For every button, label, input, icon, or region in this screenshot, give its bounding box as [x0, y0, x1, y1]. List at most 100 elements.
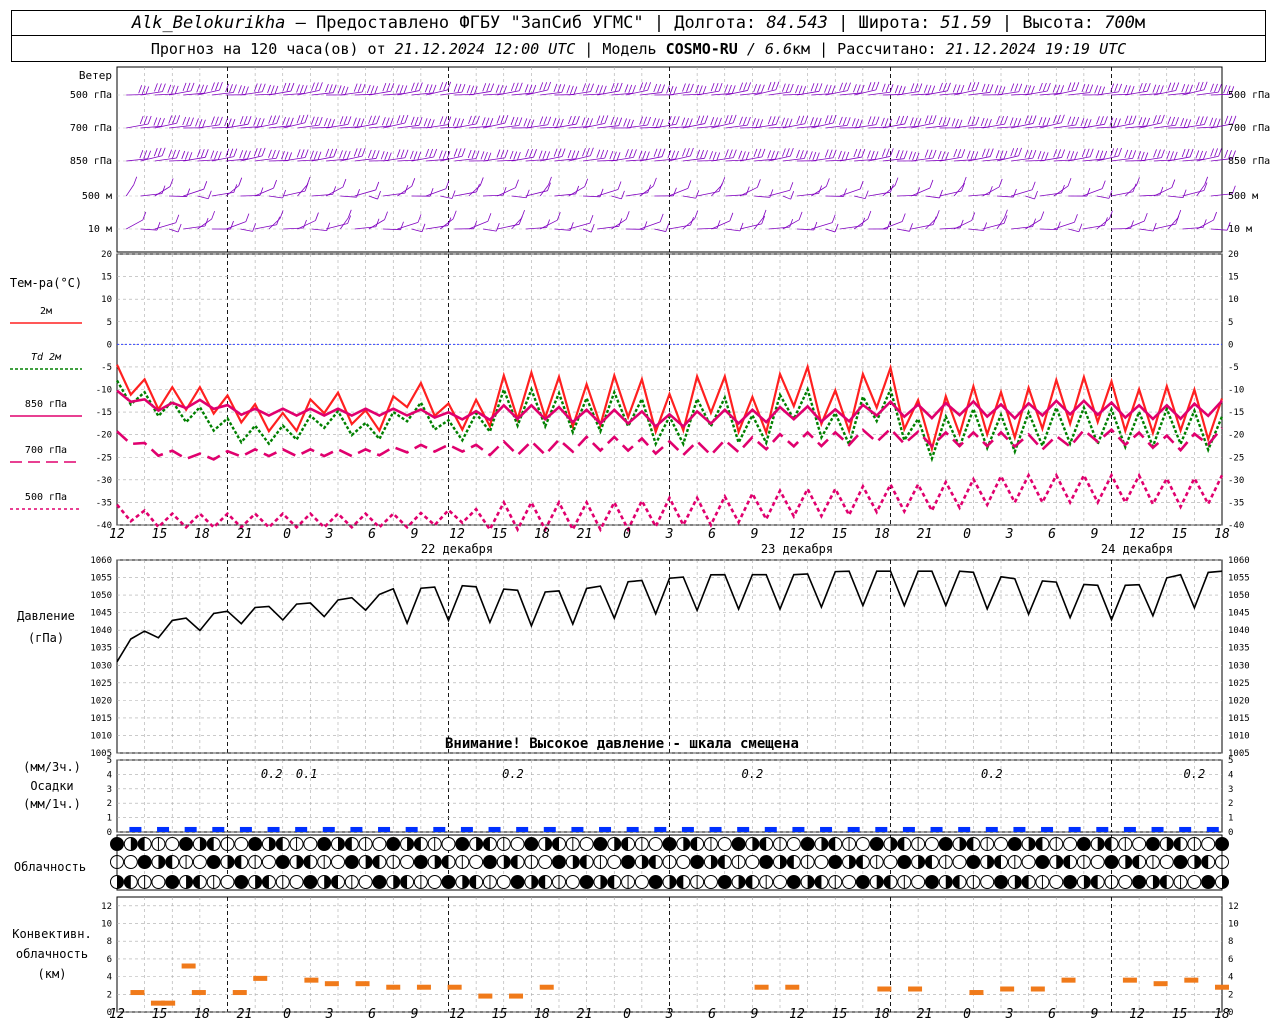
- wind-barb-feather: [376, 115, 380, 124]
- wind-barb-feather: [556, 118, 561, 127]
- cloud-cover-symbol: [1187, 875, 1202, 889]
- cloud-cover-symbol: [552, 855, 566, 869]
- wind-barb-shaft: [483, 93, 504, 96]
- wind-barb-feather: [710, 117, 715, 126]
- wind-barb-feather: [317, 151, 322, 160]
- wind-barb-feather: [410, 116, 415, 125]
- wind-barb-feather: [499, 85, 504, 94]
- wind-barb-feather: [175, 214, 180, 223]
- wind-barb-shaft: [283, 190, 306, 197]
- wind-barb-feather: [870, 150, 875, 160]
- wind-barb-feather: [414, 116, 419, 126]
- wind-barb-feather: [927, 85, 932, 94]
- cloud-cover-fill: [1105, 837, 1112, 851]
- wind-barb-feather: [1075, 116, 1080, 126]
- wind-barb-feather: [955, 118, 959, 128]
- wind-barb-feather: [614, 82, 619, 92]
- conv-label-1: Конвективн.: [12, 927, 91, 941]
- cloud-cover-symbol: [110, 837, 124, 851]
- wind-barb-feather: [1087, 119, 1092, 128]
- wind-barb-feather: [259, 187, 264, 196]
- wind-barb-feather: [300, 114, 305, 124]
- wind-barb-feather: [190, 117, 194, 126]
- wind-barb-feather: [714, 117, 718, 126]
- wind-barb-feather: [572, 115, 576, 125]
- precip-ytick-right: 2: [1228, 799, 1233, 809]
- wind-barb-shaft: [1110, 123, 1134, 129]
- wind-barb-feather: [860, 84, 865, 94]
- precip-ytick-left: 4: [107, 770, 112, 780]
- wind-barb-shaft: [1153, 124, 1176, 129]
- wind-barb-feather: [1080, 117, 1085, 127]
- wind-barb-shaft: [568, 155, 591, 162]
- wind-barb-shaft: [225, 185, 240, 197]
- precip-bar: [405, 826, 418, 832]
- wind-barb-feather: [311, 82, 315, 91]
- wind-barb-shaft: [397, 124, 420, 129]
- wind-barb-feather: [141, 85, 146, 95]
- wind-barb-feather: [1114, 148, 1118, 157]
- temp-ytick-right: -35: [1228, 498, 1244, 508]
- wind-barb-feather: [566, 85, 571, 94]
- wind-barb-feather: [962, 176, 967, 186]
- wind-barb-shaft: [739, 186, 758, 197]
- wind-barb-feather: [1152, 222, 1157, 232]
- wind-barb-shaft: [240, 126, 262, 129]
- conv-bar: [877, 986, 892, 992]
- temp-ytick-right: -10: [1228, 386, 1244, 396]
- wind-barb-feather: [1118, 83, 1122, 93]
- cloud-cover-symbol: [1173, 855, 1188, 869]
- conv-bar: [386, 984, 401, 990]
- precip-bar: [599, 826, 612, 832]
- wind-barb-feather: [1171, 82, 1176, 91]
- wind-barb-feather: [755, 118, 760, 127]
- cloud-cover-symbol: [137, 855, 152, 869]
- wind-barb-shaft: [654, 123, 677, 129]
- wind-barb-feather: [1075, 82, 1080, 91]
- wind-barb-feather: [156, 221, 161, 231]
- temp-legend-label: 850 гПа: [25, 399, 67, 410]
- wind-barb-feather: [1195, 116, 1200, 125]
- wind-barb-feather: [590, 223, 595, 233]
- wind-barb-feather: [245, 213, 250, 222]
- precip-bar: [1123, 826, 1136, 832]
- wind-barb-feather: [457, 83, 462, 93]
- conv-bar: [181, 963, 196, 969]
- wind-barb-feather: [300, 149, 305, 158]
- wind-barb-feather: [439, 82, 444, 91]
- precip-bar: [543, 826, 556, 832]
- cloud-cover-fill: [738, 875, 746, 889]
- wind-barb-feather: [172, 115, 177, 124]
- wind-barb-feather: [186, 188, 191, 197]
- precip-bar: [1151, 826, 1164, 832]
- wind-barb-shaft: [297, 184, 308, 197]
- wind-barb-feather: [403, 85, 408, 94]
- wind-barb-feather: [629, 149, 633, 158]
- wind-barb-feather: [728, 149, 733, 158]
- wind-barb-feather: [861, 148, 866, 158]
- wind-barb-shaft: [126, 158, 148, 162]
- temp-ytick-right: -25: [1228, 453, 1244, 463]
- wind-barb-feather: [824, 84, 828, 93]
- cloud-cover-fill: [897, 837, 905, 851]
- cloud-cover-fill: [787, 855, 794, 869]
- hour-label: 3: [665, 1007, 674, 1022]
- date-label: 24 декабря: [1101, 542, 1173, 556]
- wind-barb-feather: [261, 83, 266, 92]
- wind-barb-feather: [681, 117, 686, 126]
- altitude-unit: м: [1134, 13, 1146, 33]
- wind-barb-shaft: [1068, 92, 1090, 96]
- wind-barb-feather: [470, 85, 475, 94]
- pressure-ytick-left: 1030: [90, 661, 112, 671]
- wind-barb-feather: [817, 117, 822, 127]
- wind-barb-shaft: [639, 92, 662, 96]
- wind-barb-feather: [504, 115, 509, 124]
- wind-barb-shaft: [1182, 89, 1205, 96]
- wind-barb-feather: [276, 150, 280, 159]
- cloud-cover-fill: [945, 875, 953, 889]
- hour-label: 12: [1129, 1007, 1145, 1022]
- wind-barb-feather: [1001, 86, 1006, 95]
- cloud-cover-symbol: [855, 837, 870, 851]
- wind-barb-shaft: [697, 227, 718, 230]
- cloud-cover-fill: [442, 855, 449, 869]
